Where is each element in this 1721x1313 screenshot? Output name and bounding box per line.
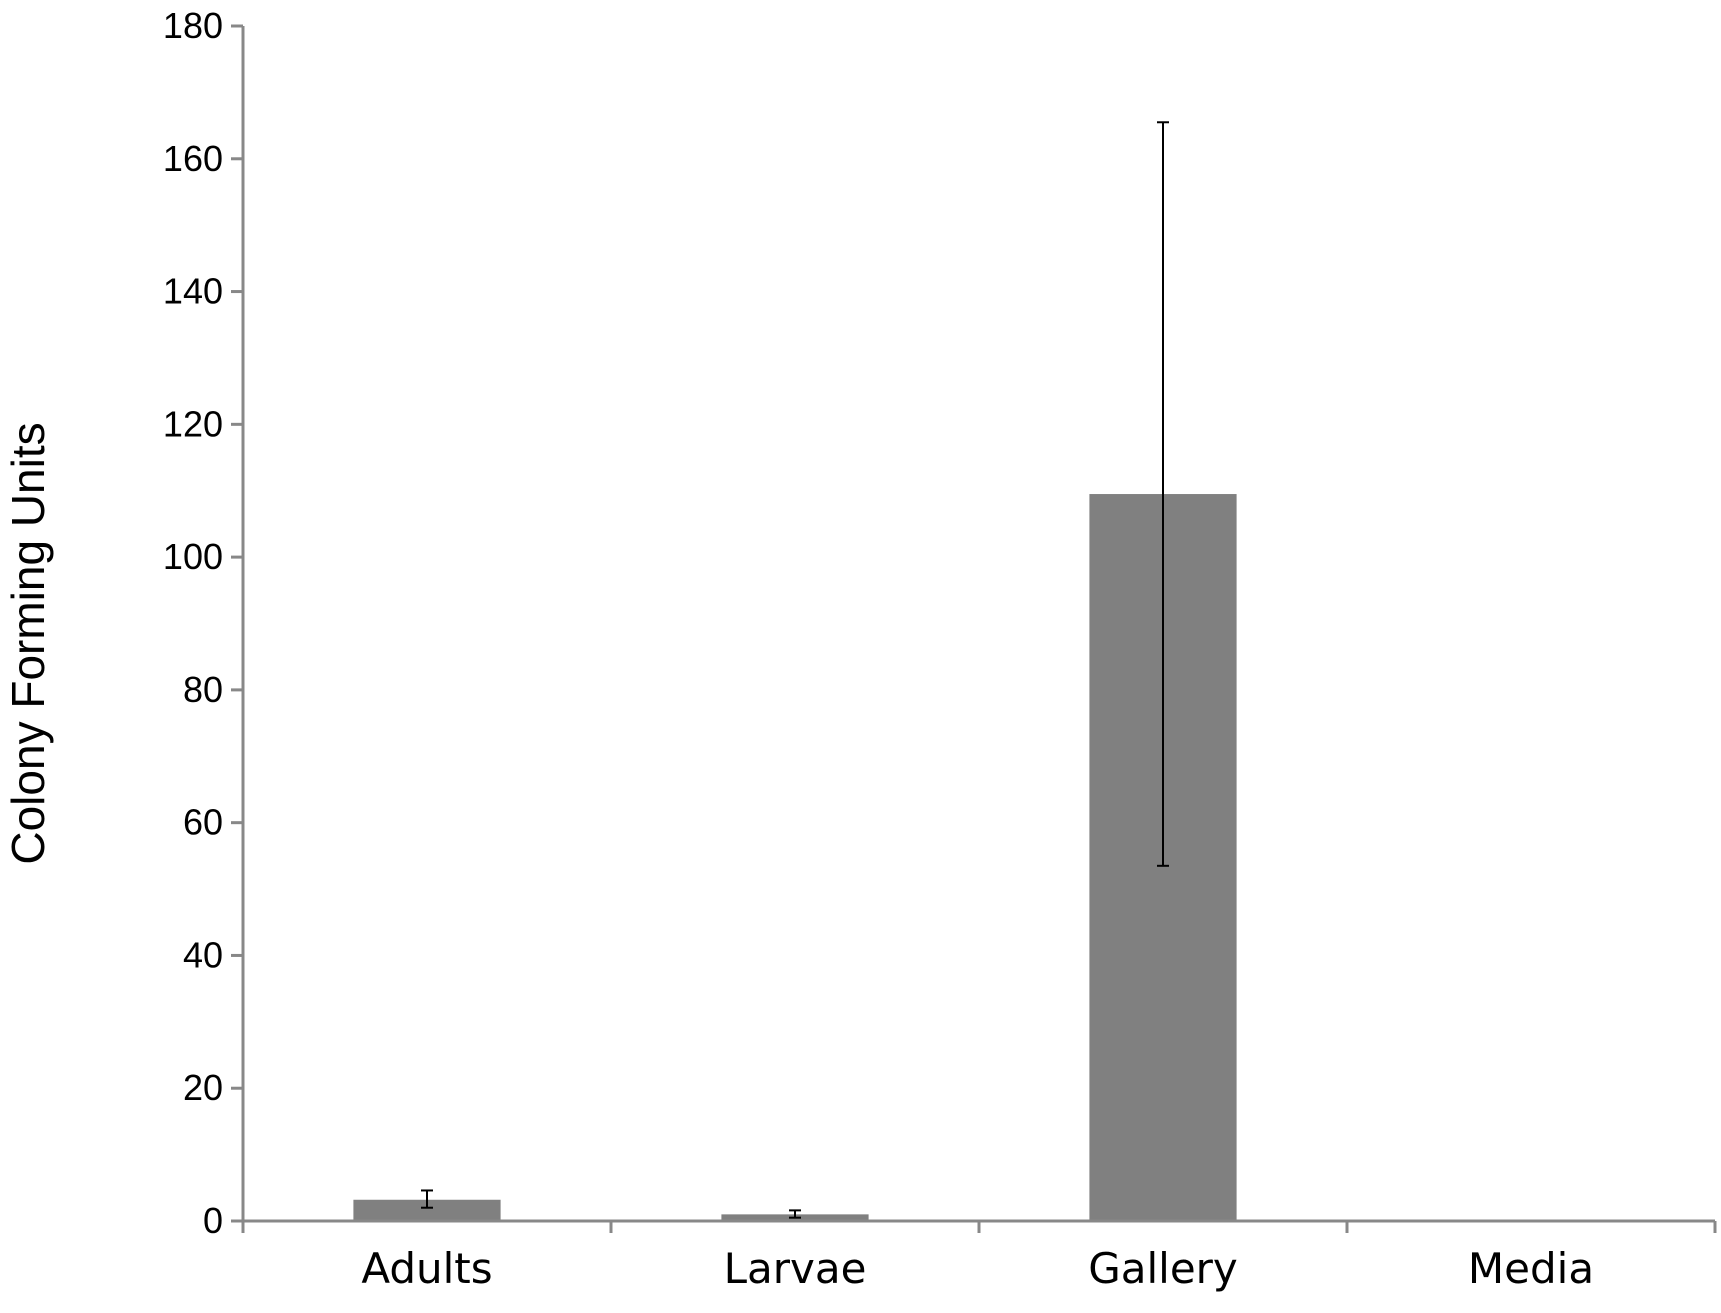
x-category-label: Adults	[361, 1244, 492, 1293]
y-tick-label: 80	[183, 669, 223, 710]
error-bar-adults	[421, 1189, 433, 1209]
y-tick-label: 40	[183, 934, 223, 975]
y-axis-label: Colony Forming Units	[2, 422, 54, 864]
x-category-label: Media	[1468, 1244, 1594, 1293]
bars-layer	[353, 494, 1237, 1222]
y-ticks-layer: 0 20 40 60 80 100 120 140 160 180	[163, 5, 243, 1241]
error-bar-gallery	[1157, 121, 1169, 867]
y-tick-label: 160	[163, 138, 223, 179]
error-bar-larvae	[789, 1209, 801, 1219]
y-tick-label: 0	[203, 1200, 223, 1241]
x-category-label: Larvae	[724, 1244, 867, 1293]
y-tick-label: 180	[163, 5, 223, 46]
y-tick-label: 100	[163, 536, 223, 577]
x-labels-layer: Adults Larvae Gallery Media	[241, 1221, 1717, 1293]
x-category-label: Gallery	[1088, 1244, 1238, 1293]
y-tick-label: 120	[163, 403, 223, 444]
y-tick-label: 20	[183, 1067, 223, 1108]
axes-layer	[241, 26, 1715, 1223]
y-tick-label: 60	[183, 802, 223, 843]
error-bars-layer	[421, 121, 1169, 1219]
y-tick-label: 140	[163, 271, 223, 312]
bar-adults	[353, 1199, 501, 1221]
